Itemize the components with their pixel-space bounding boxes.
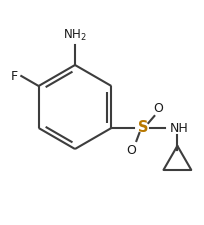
Text: F: F (11, 70, 18, 83)
Text: O: O (153, 101, 163, 115)
Text: S: S (138, 121, 149, 135)
Text: NH: NH (169, 122, 188, 135)
Text: NH$_2$: NH$_2$ (63, 28, 87, 43)
Text: O: O (126, 144, 136, 157)
